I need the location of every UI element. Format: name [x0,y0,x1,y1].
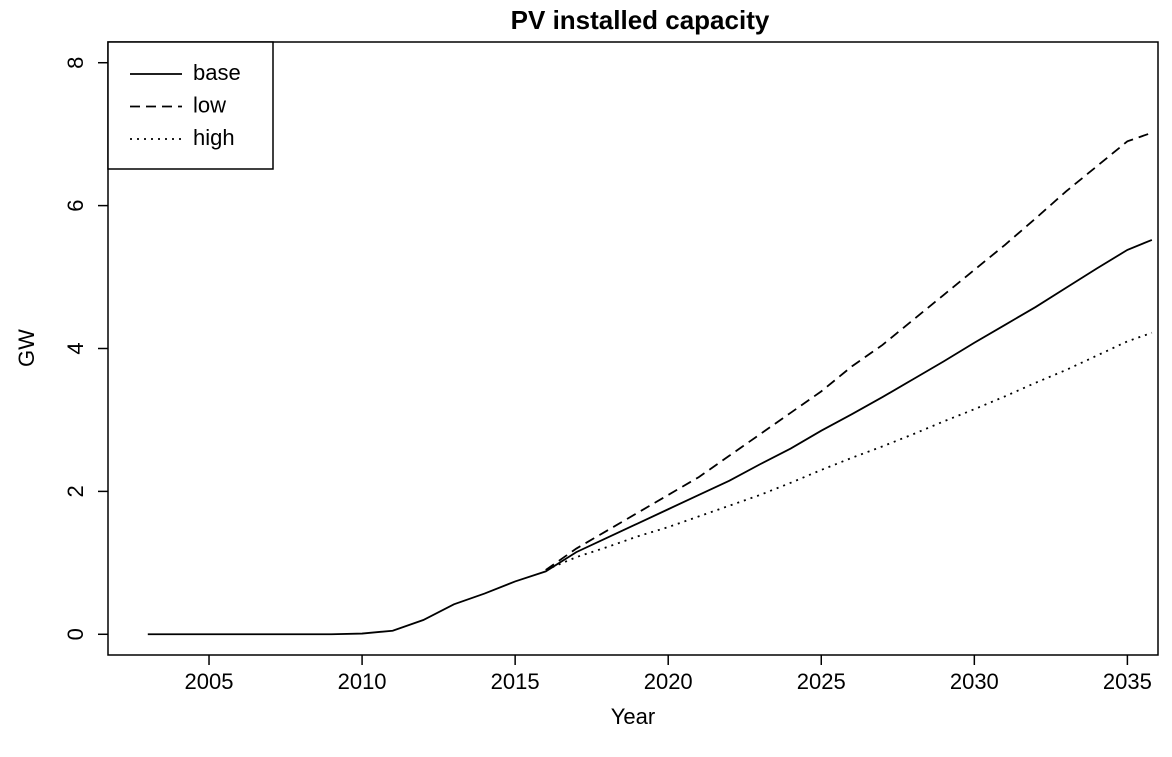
x-tick-label: 2030 [950,669,999,694]
y-tick-label: 2 [63,485,88,497]
x-tick-label: 2025 [797,669,846,694]
x-tick-label: 2005 [185,669,234,694]
y-axis-label: GW [14,329,39,367]
series-line [545,331,1153,571]
y-tick-label: 4 [63,342,88,354]
x-tick-label: 2020 [644,669,693,694]
legend-label: high [193,125,235,150]
chart-title: PV installed capacity [511,5,770,35]
x-tick-label: 2010 [338,669,387,694]
y-tick-label: 6 [63,199,88,211]
legend-label: base [193,60,241,85]
x-tick-label: 2035 [1103,669,1152,694]
legend-label: low [193,92,226,117]
x-axis-label: Year [611,704,655,729]
series-line [147,239,1153,636]
series-line [545,131,1153,571]
legend-box [107,41,274,170]
x-tick-label: 2015 [491,669,540,694]
y-tick-label: 0 [63,628,88,640]
y-tick-label: 8 [63,57,88,69]
